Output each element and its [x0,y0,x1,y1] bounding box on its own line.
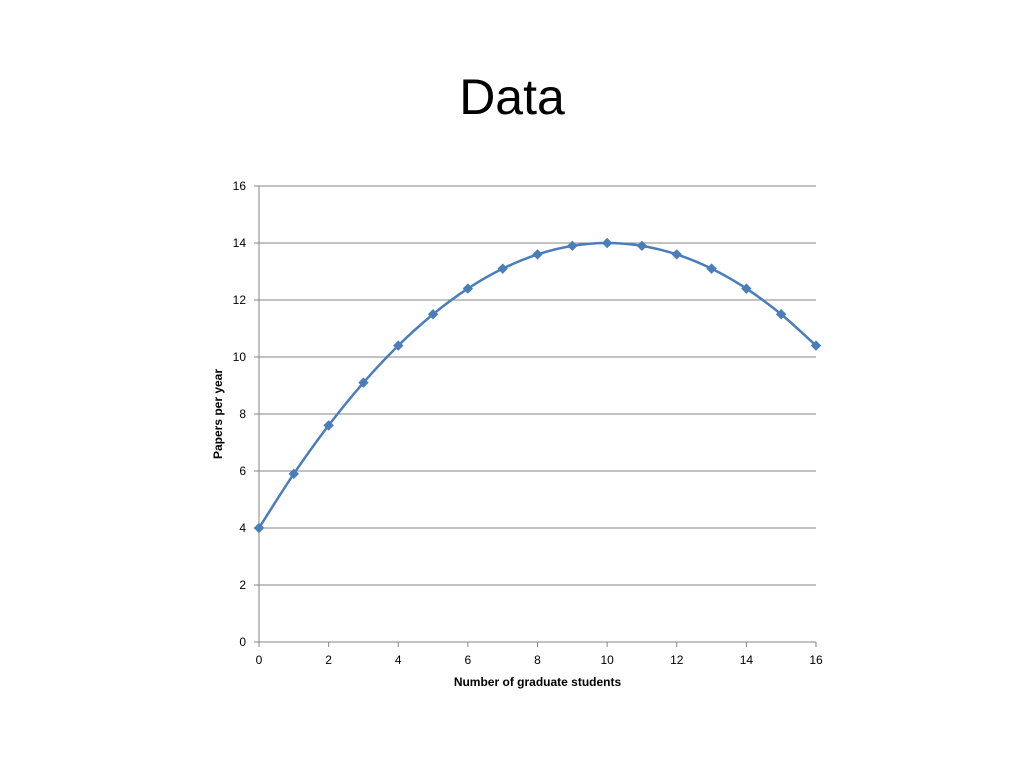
x-tick-label: 6 [465,653,472,667]
y-tick-label: 8 [239,407,246,421]
data-point-1 [288,468,300,480]
y-tick-label: 6 [239,464,246,478]
x-tick-label: 4 [395,653,402,667]
y-tick-label: 16 [233,179,247,193]
x-tick-label: 8 [534,653,541,667]
data-point-6 [462,283,474,294]
y-tick-label: 4 [239,521,246,535]
data-point-2 [323,420,334,431]
tick-labels: 0 2 4 6 8 10 12 14 16 0 2 4 6 8 10 12 14 16 [233,179,823,667]
x-tick-label: 10 [600,653,614,667]
data-point-3 [358,377,369,388]
grid-lines [259,185,816,586]
y-tick-label: 10 [233,350,247,364]
y-axis-title: Papers per year [211,369,225,459]
data-point-16 [810,340,822,351]
x-tick-label: 12 [670,653,684,667]
x-tick-label: 14 [740,653,754,667]
data-point-15 [775,309,787,320]
x-tick-label: 2 [325,653,332,667]
slide-title: Data [459,69,565,125]
data-point-5 [427,309,439,320]
series-layer [253,237,822,534]
y-tick-label: 14 [233,236,247,250]
data-point-13 [706,263,717,274]
data-point-9 [567,240,578,252]
data-point-8 [532,249,543,260]
data-point-10 [601,237,613,249]
x-tick-label: 16 [809,653,823,667]
x-tick-label: 0 [256,653,263,667]
y-tick-label: 2 [239,578,246,592]
y-tick-label: 12 [233,293,247,307]
y-tick-label: 0 [239,635,246,649]
data-point-11 [636,240,648,252]
data-point-12 [671,249,682,260]
data-point-7 [497,263,508,274]
series-line-0 [257,241,817,529]
data-point-14 [741,283,752,294]
data-point-0 [253,522,265,534]
axes [254,185,817,647]
x-axis-title: Number of graduate students [454,675,622,689]
data-point-4 [393,340,404,351]
